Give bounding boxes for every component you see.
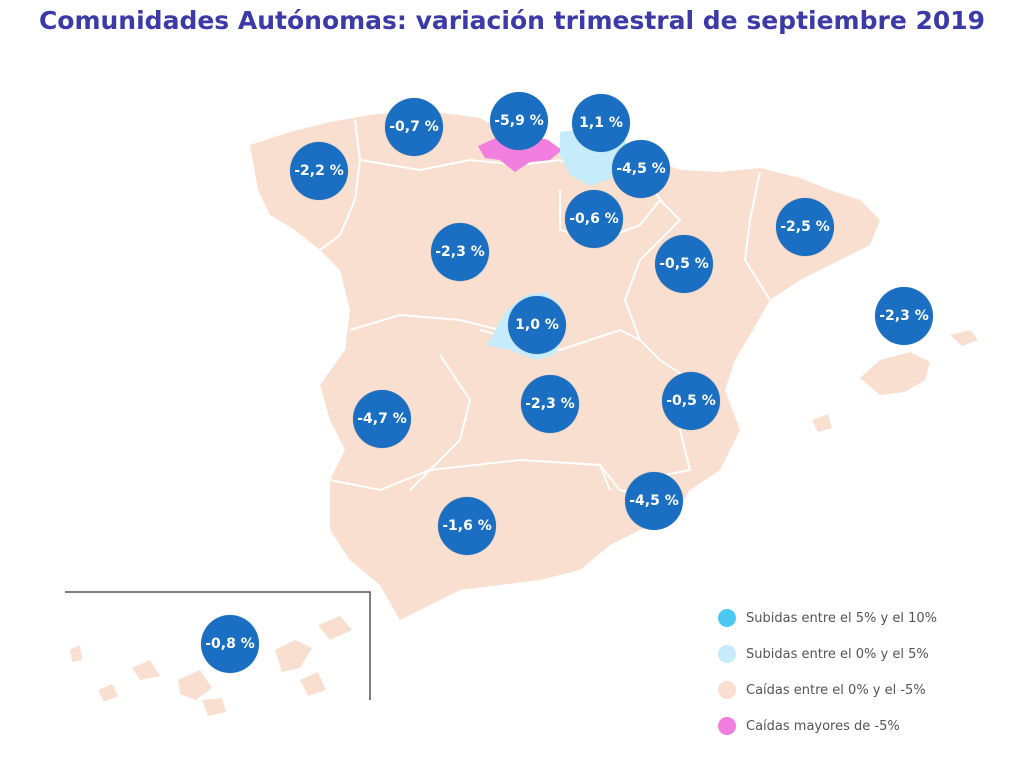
legend-label: Caídas mayores de -5% [746,718,900,734]
bubble-extremadura[interactable]: -4,7 % [353,390,411,448]
legend-label: Subidas entre el 0% y el 5% [746,646,929,662]
bubble-baleares[interactable]: -2,3 % [875,287,933,345]
legend-item-sube-5-10: Subidas entre el 5% y el 10% [718,600,937,636]
menorca-shape [950,330,978,346]
bubble-andalucia[interactable]: -1,6 % [438,497,496,555]
bubble-cataluna[interactable]: -2,5 % [776,198,834,256]
legend-swatch-sube-5-10 [718,609,736,627]
map-title: Comunidades Autónomas: variación trimest… [38,6,986,35]
bubble-murcia[interactable]: -4,5 % [625,472,683,530]
bubble-pais-vasco[interactable]: 1,1 % [572,94,630,152]
legend-swatch-cae-mas-5 [718,717,736,735]
peninsula-shape [250,110,880,620]
cantabria-shape [478,134,562,172]
mallorca-shape [860,352,930,395]
bubble-aragon[interactable]: -0,5 % [655,235,713,293]
canarias-islands [70,616,352,716]
bubble-comunidad-valenciana[interactable]: -0,5 % [662,372,720,430]
bubble-galicia[interactable]: -2,2 % [290,142,348,200]
legend-swatch-sube-0-5 [718,645,736,663]
bubble-madrid[interactable]: 1,0 % [508,296,566,354]
bubble-cantabria[interactable]: -5,9 % [490,92,548,150]
legend-item-sube-0-5: Subidas entre el 0% y el 5% [718,636,937,672]
legend-label: Caídas entre el 0% y el -5% [746,682,926,698]
bubble-castilla-leon[interactable]: -2,3 % [431,223,489,281]
bubble-canarias[interactable]: -0,8 % [201,615,259,673]
legend-label: Subidas entre el 5% y el 10% [746,610,937,626]
bubble-castilla-la-mancha[interactable]: -2,3 % [521,375,579,433]
ibiza-shape [812,414,832,432]
map-legend: Subidas entre el 5% y el 10% Subidas ent… [718,600,937,744]
bubble-la-rioja[interactable]: -0,6 % [565,190,623,248]
legend-item-cae-mas-5: Caídas mayores de -5% [718,708,937,744]
bubble-navarra[interactable]: -4,5 % [612,140,670,198]
bubble-asturias[interactable]: -0,7 % [385,98,443,156]
legend-swatch-cae-0-5 [718,681,736,699]
legend-item-cae-0-5: Caídas entre el 0% y el -5% [718,672,937,708]
canarias-frame [65,591,371,700]
